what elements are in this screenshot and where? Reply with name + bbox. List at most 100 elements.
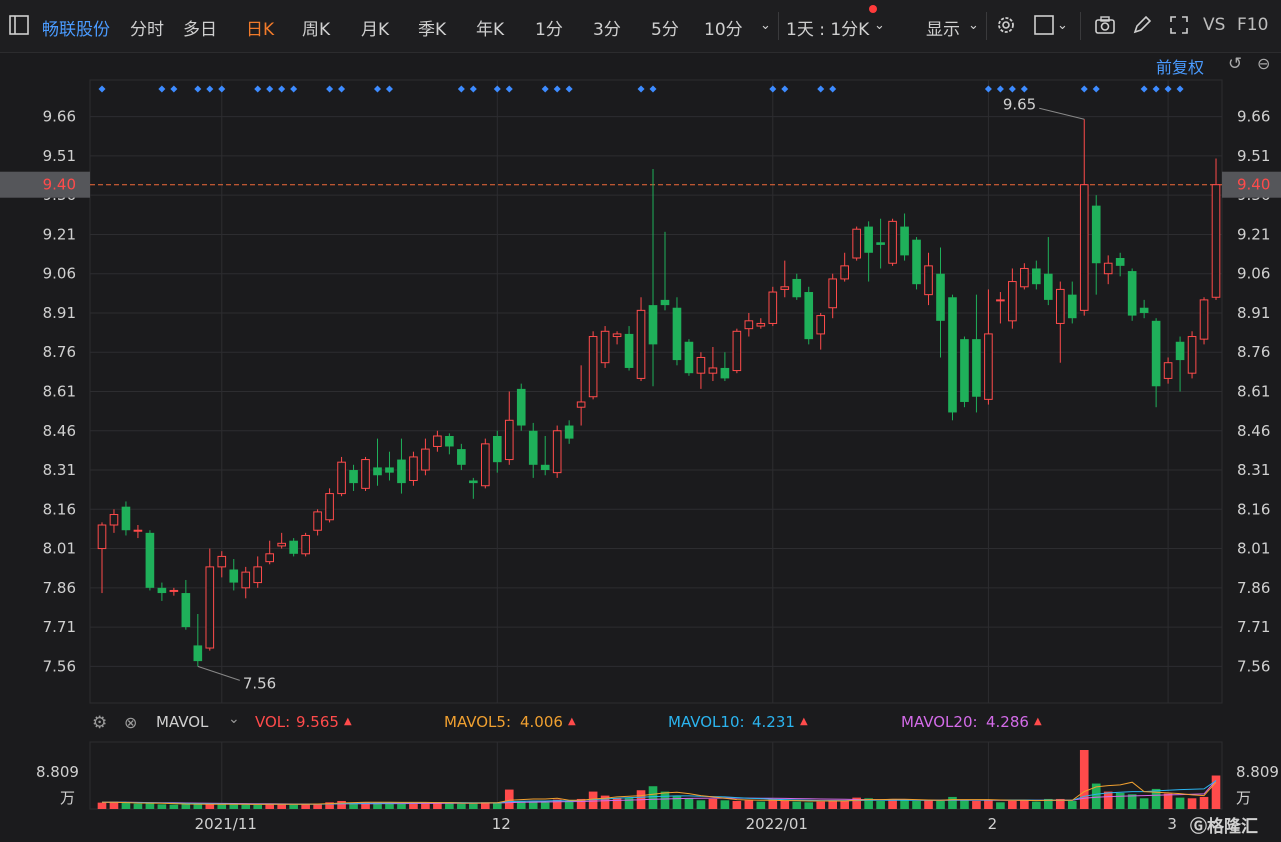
candle-body-up [1199,299,1209,340]
tab-5min[interactable]: 5分 [651,20,679,40]
candle-body-down [385,467,394,473]
y-tick-label-right: 9.21 [1237,225,1270,243]
volume-bar-up [361,802,370,809]
volume-bar-down [349,802,358,809]
event-marker [194,85,202,93]
candle-body-down [1151,320,1161,387]
candle-body-up [600,330,610,364]
range-selector[interactable]: 1天 : 1分K [786,20,870,40]
tab-season-k[interactable]: 季K [418,20,447,40]
candle-body-down [1115,258,1125,266]
tab-10min[interactable]: 10分 [704,20,743,40]
camera-icon[interactable] [1094,14,1116,36]
sidebar-toggle-icon[interactable] [8,14,30,36]
volume-bar-down [936,800,945,809]
close-icon[interactable]: ⊗ [124,713,138,732]
event-marker [996,85,1004,93]
volume-bar-down [169,804,179,809]
chevron-down-icon[interactable]: ⌄ [968,18,979,33]
candle-body-up [421,448,430,471]
candle-body-up [552,430,562,474]
undo-icon[interactable]: ↺ [1228,54,1243,74]
tab-fenshi[interactable]: 分时 [130,20,164,40]
y-tick-label-left: 9.06 [43,265,76,283]
current-price-label-right: 9.40 [1237,176,1270,194]
volume-bar-up [972,800,981,809]
vs-button[interactable]: VS [1203,15,1226,35]
stock-name[interactable]: 畅联股份 [42,20,110,40]
adjust-mode-button[interactable]: 前复权 [1156,58,1205,77]
candle-body-up [576,401,586,408]
event-marker [254,85,262,93]
volume-bar-down [900,800,909,809]
arrow-up-icon: ▲ [344,716,352,727]
candle-body-down [684,341,694,374]
volume-bar-up [1163,793,1173,809]
gear-icon[interactable] [995,14,1017,36]
candle-body-up [756,322,766,327]
gear-icon[interactable]: ⚙ [92,713,108,733]
candle-body-down [1139,307,1149,313]
candle-body-up [612,333,622,338]
pencil-icon[interactable] [1131,14,1153,36]
candle-body-up [708,367,718,374]
volume-bar-down [540,802,550,809]
candle-body-up [852,228,861,259]
chevron-down-icon[interactable]: ⌄ [1057,18,1068,33]
candle-body-up [768,291,778,324]
candle-body-down [457,449,466,465]
y-tick-label-right: 9.66 [1237,108,1270,126]
volume-bar-up [1187,798,1197,809]
indicator-name[interactable]: MAVOL [156,713,209,731]
candle-body-up [325,493,334,521]
chevron-down-icon[interactable]: ⌄ [760,18,771,33]
volume-bar-up [337,800,346,809]
event-marker [290,85,298,93]
candle-body-down [792,278,802,298]
tab-1min[interactable]: 1分 [535,20,563,40]
f10-button[interactable]: F10 [1237,15,1269,35]
candle-body-down [181,593,191,628]
candle-body-up [109,514,119,526]
chevron-down-icon[interactable]: ⌄ [228,711,240,727]
square-icon[interactable] [1033,14,1055,36]
volume-bar-down [876,800,885,809]
x-tick-label: 3 [1167,815,1177,833]
zoom-out-icon[interactable]: ⊖ [1257,54,1271,73]
event-marker [493,85,501,93]
tab-month-k[interactable]: 月K [361,20,390,40]
volume-bar-up [1211,775,1221,809]
candle-body-down [397,459,406,484]
event-marker [158,85,166,93]
event-marker [541,85,549,93]
tab-3min[interactable]: 3分 [593,20,621,40]
x-tick-label: 2021/11 [195,815,257,833]
tab-week-k[interactable]: 周K [302,20,331,40]
candle-body-up [984,333,993,400]
mavol20-label: MAVOL20: [901,713,978,731]
candle-body-up [588,336,598,398]
volume-bar-down [229,804,239,809]
volume-bar-down [624,797,634,809]
tab-duori[interactable]: 多日 [183,20,217,40]
candle-body-up [888,220,897,264]
volume-bar-up [480,802,490,809]
volume-bar-up [732,800,742,809]
vol-axis-max-left: 8.809 [36,763,79,781]
tab-day-k[interactable]: 日K [246,20,275,40]
volume-bar-up [1079,750,1089,809]
volume-bar-up [409,801,418,809]
volume-bar-down [864,798,873,809]
tab-year-k[interactable]: 年K [476,20,505,40]
candle-body-up [253,566,263,584]
chevron-down-icon[interactable]: ⌄ [874,18,885,33]
volume-bar-down [564,800,574,809]
candle-body-up [840,265,849,280]
fullscreen-icon[interactable] [1168,14,1190,36]
event-marker [338,85,346,93]
display-menu[interactable]: 显示 [926,20,960,40]
divider [1080,12,1081,40]
event-marker [457,85,465,93]
volume-bar-down [1091,783,1101,809]
